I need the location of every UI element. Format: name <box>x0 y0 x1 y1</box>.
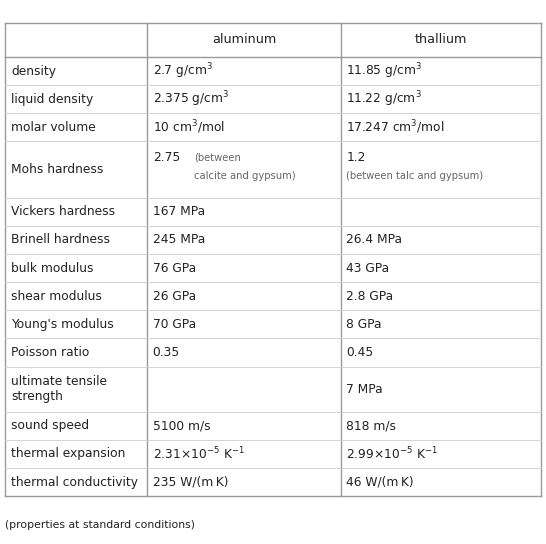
Text: 76 GPa: 76 GPa <box>153 262 196 275</box>
Text: bulk modulus: bulk modulus <box>11 262 93 275</box>
Text: thallium: thallium <box>414 33 467 46</box>
Text: 10 cm$^3$/mol: 10 cm$^3$/mol <box>153 119 224 136</box>
Text: Vickers hardness: Vickers hardness <box>11 205 115 218</box>
Text: 11.85 g/cm$^3$: 11.85 g/cm$^3$ <box>346 61 423 81</box>
Text: liquid density: liquid density <box>11 92 93 106</box>
Text: thermal conductivity: thermal conductivity <box>11 475 138 489</box>
Text: molar volume: molar volume <box>11 121 96 134</box>
Text: Poisson ratio: Poisson ratio <box>11 346 90 359</box>
Text: 2.375 g/cm$^3$: 2.375 g/cm$^3$ <box>153 89 229 109</box>
Text: aluminum: aluminum <box>212 33 276 46</box>
Text: density: density <box>11 65 56 77</box>
Text: 235 W/(m K): 235 W/(m K) <box>153 475 228 489</box>
Text: Mohs hardness: Mohs hardness <box>11 163 103 176</box>
Text: 2.75: 2.75 <box>153 151 180 164</box>
Text: 245 MPa: 245 MPa <box>153 233 205 246</box>
Text: 2.8 GPa: 2.8 GPa <box>346 290 394 302</box>
Text: 8 GPa: 8 GPa <box>346 318 382 331</box>
Text: 2.7 g/cm$^3$: 2.7 g/cm$^3$ <box>153 61 212 81</box>
Text: 818 m/s: 818 m/s <box>346 419 396 432</box>
Text: 5100 m/s: 5100 m/s <box>153 419 210 432</box>
Text: 2.31×10$^{-5}$ K$^{-1}$: 2.31×10$^{-5}$ K$^{-1}$ <box>153 446 245 462</box>
Text: calcite and gypsum): calcite and gypsum) <box>194 171 295 181</box>
Text: 46 W/(m K): 46 W/(m K) <box>346 475 414 489</box>
Text: 0.45: 0.45 <box>346 346 373 359</box>
Text: 11.22 g/cm$^3$: 11.22 g/cm$^3$ <box>346 89 422 109</box>
Text: (between talc and gypsum): (between talc and gypsum) <box>346 171 484 181</box>
Text: thermal expansion: thermal expansion <box>11 447 125 460</box>
Text: 70 GPa: 70 GPa <box>153 318 196 331</box>
Text: 26 GPa: 26 GPa <box>153 290 196 302</box>
Text: 43 GPa: 43 GPa <box>346 262 389 275</box>
Text: (between: (between <box>194 152 241 162</box>
Text: 0.35: 0.35 <box>153 346 180 359</box>
Text: Brinell hardness: Brinell hardness <box>11 233 110 246</box>
Text: Young's modulus: Young's modulus <box>11 318 114 331</box>
Text: 1.2: 1.2 <box>346 151 366 164</box>
Text: ultimate tensile
strength: ultimate tensile strength <box>11 375 107 403</box>
Text: shear modulus: shear modulus <box>11 290 102 302</box>
Text: 7 MPa: 7 MPa <box>346 382 383 395</box>
Text: 2.99×10$^{-5}$ K$^{-1}$: 2.99×10$^{-5}$ K$^{-1}$ <box>346 446 438 462</box>
Text: 17.247 cm$^3$/mol: 17.247 cm$^3$/mol <box>346 119 445 136</box>
Text: sound speed: sound speed <box>11 419 89 432</box>
Text: 26.4 MPa: 26.4 MPa <box>346 233 402 246</box>
Text: 167 MPa: 167 MPa <box>153 205 205 218</box>
Text: (properties at standard conditions): (properties at standard conditions) <box>5 521 195 530</box>
